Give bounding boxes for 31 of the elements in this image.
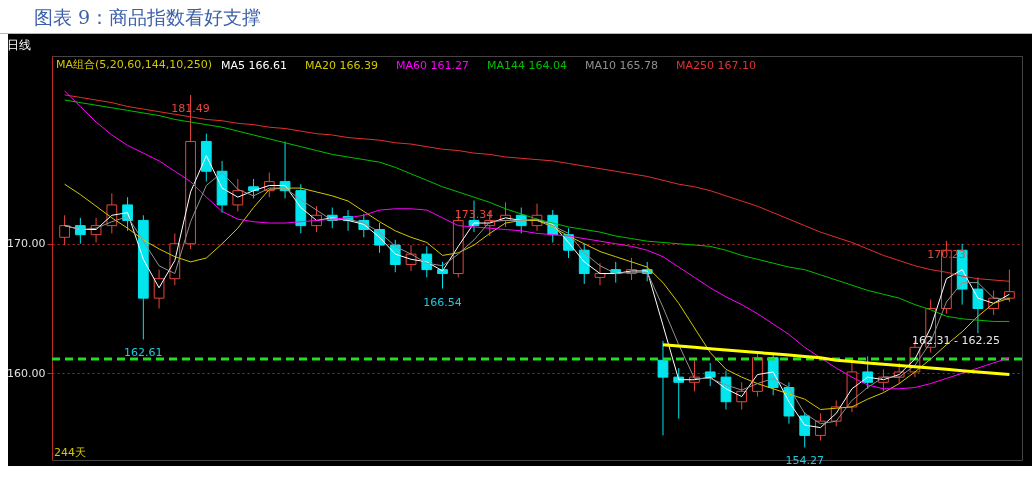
legend-title: MA组合(5,20,60,144,10,250): [56, 58, 213, 71]
candlestick: [594, 262, 606, 286]
text: MA20 166.39: [305, 58, 378, 72]
chart-title: 图表 9：商品指数看好支撑: [0, 0, 1032, 34]
text: MA144 164.04: [487, 58, 567, 72]
line-series: [64, 94, 1010, 282]
candlestick: [74, 217, 86, 245]
y-tick-label: 160.00: [7, 366, 46, 380]
annotation: 154.27: [785, 454, 824, 468]
annotation: 166.54: [423, 295, 462, 309]
candlestick: [232, 178, 244, 212]
text: MA10 165.78: [585, 58, 658, 72]
line-series: [64, 99, 1010, 322]
chart-subtitle: 日线: [6, 38, 31, 52]
candlestick: [421, 245, 433, 278]
line-series: [64, 90, 1010, 390]
candlestick: [437, 261, 448, 290]
candlestick: [673, 367, 685, 420]
candlestick: [1004, 269, 1015, 303]
annotation: 162.61: [124, 346, 163, 360]
candlestick: [972, 276, 984, 334]
candlestick: [657, 340, 669, 436]
y-tick-label: 170.00: [7, 237, 46, 251]
text: MA5 166.61: [221, 58, 287, 72]
candlestick: [59, 214, 70, 246]
line-series: [661, 343, 1011, 377]
candlestick: [704, 362, 716, 387]
text: MA60 161.27: [396, 58, 469, 72]
annotation: 244天: [54, 446, 86, 459]
text: MA250 167.10: [676, 58, 756, 72]
candlestick: [799, 411, 811, 448]
